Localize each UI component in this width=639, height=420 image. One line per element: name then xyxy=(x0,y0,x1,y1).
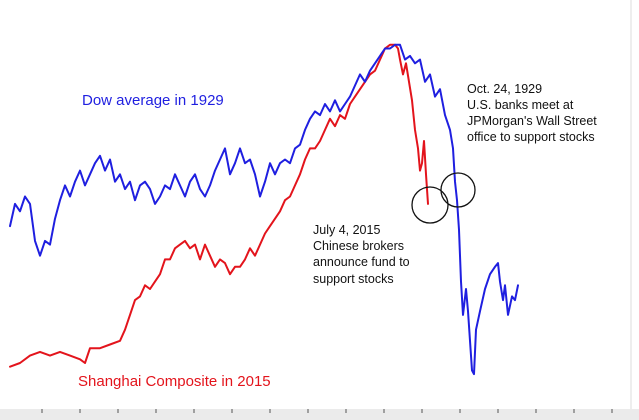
x-axis-strip xyxy=(0,409,639,420)
annotation-circle-dow xyxy=(440,172,476,208)
annotation-line: announce fund to xyxy=(313,255,410,269)
annotation-line: office to support stocks xyxy=(467,130,595,144)
annotation-circle-shanghai xyxy=(411,186,449,224)
annotation-line: support stocks xyxy=(313,272,394,286)
series-label-dow-average-1929: Dow average in 1929 xyxy=(82,92,224,109)
annotation-line: July 4, 2015 xyxy=(313,223,380,237)
annotation-line: JPMorgan's Wall Street xyxy=(467,114,597,128)
annotation-oct-1929: Oct. 24, 1929 U.S. banks meet at JPMorga… xyxy=(467,82,597,144)
annotation-line: U.S. banks meet at xyxy=(467,98,574,112)
series-line-dow-average-1929 xyxy=(9,43,519,376)
annotation-line: Oct. 24, 1929 xyxy=(467,82,542,96)
annotation-line: Chinese brokers xyxy=(313,239,404,253)
x-axis-ticks xyxy=(41,409,613,413)
annotation-july-2015: July 4, 2015 Chinese brokers announce fu… xyxy=(313,223,410,286)
series-label-shanghai-composite-2015: Shanghai Composite in 2015 xyxy=(78,373,271,390)
